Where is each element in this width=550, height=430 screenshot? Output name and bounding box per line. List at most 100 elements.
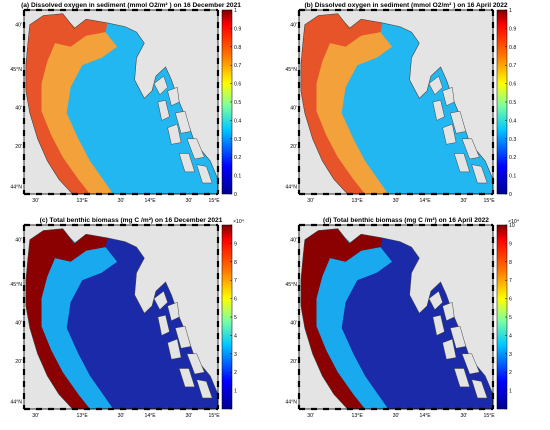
colorbar-tick-label: 0.6 [234, 82, 241, 88]
longitude-label: 30' [32, 198, 39, 204]
map-svg: 40'45°N40'20'44°N30' 13°E 30' 14°E 30' 15°E10… [10, 8, 241, 204]
latitude-label: 45°N [285, 67, 297, 73]
latitude-label: 20' [15, 144, 22, 150]
island [174, 325, 192, 349]
longitude-label: 30' [118, 198, 125, 204]
island [196, 379, 213, 399]
colorbar-multiplier: ×10⁴ [233, 219, 244, 225]
longitude-label: 14°E [144, 413, 156, 419]
island [449, 110, 467, 134]
island [167, 86, 180, 107]
island [186, 138, 205, 160]
longitude-label: 14°E [419, 413, 431, 419]
island [157, 99, 170, 121]
longitude-label: 30' [393, 198, 400, 204]
latitude-label: 20' [290, 359, 297, 365]
longitude-label: 30' [461, 198, 468, 204]
island [196, 164, 213, 184]
colorbar-tick-label: 2 [509, 370, 512, 376]
latitude-label: 40' [15, 23, 22, 29]
longitude-label: 30' [307, 413, 314, 419]
map-panel-d: (d) Total benthic biomass (mg C /m²) on … [275, 215, 550, 430]
longitude-label: 30' [393, 413, 400, 419]
colorbar-tick-label: 0.3 [234, 137, 241, 143]
longitude-label: 15°E [208, 198, 220, 204]
island [178, 153, 196, 173]
panel-title: (a) Dissolved oxygen in sediment (mmol O… [21, 2, 241, 9]
coastal-band [25, 13, 108, 195]
map-svg: 40'45°N40'20'44°N30' 13°E 30' 14°E 30' 15°E10… [285, 219, 519, 419]
island [157, 314, 170, 336]
island [442, 338, 457, 360]
latitude-label: 45°N [10, 282, 22, 288]
colorbar-tick-label: 0.2 [234, 155, 241, 161]
longitude-label: 30' [186, 413, 193, 419]
longitude-label: 30' [118, 413, 125, 419]
colorbar-tick-label: 4 [234, 333, 237, 339]
island [174, 110, 192, 134]
map-svg: 40'45°N40'20'44°N30' 13°E 30' 14°E 30' 15°E10… [285, 8, 516, 204]
island [428, 75, 443, 96]
island [428, 290, 443, 311]
island [461, 353, 480, 375]
panel-title: (d) Total benthic biomass (mg C /m²) on … [323, 217, 489, 224]
colorbar-tick-label: 0.7 [234, 63, 241, 69]
colorbar-tick-label: 0.4 [509, 118, 516, 124]
longitude-label: 15°E [208, 413, 220, 419]
longitude-label: 30' [461, 413, 468, 419]
map-panel-c: (c) Total benthic biomass (mg C /m²) on … [0, 215, 275, 430]
island [167, 301, 180, 322]
island [453, 153, 471, 173]
colorbar-tick-label: 0.7 [509, 63, 516, 69]
coastline [25, 228, 219, 410]
latitude-label: 40' [290, 321, 297, 327]
latitude-label: 20' [15, 359, 22, 365]
colorbar-tick-label: 0.5 [509, 100, 516, 106]
longitude-label: 13°E [77, 413, 89, 419]
island [167, 338, 182, 360]
colorbar-tick-label: 4 [509, 333, 512, 339]
coastline [25, 13, 219, 195]
colorbar-tick-label: 8 [234, 260, 237, 266]
colorbar-tick-label: 2 [234, 370, 237, 376]
island [442, 123, 457, 145]
colorbar-tick-label: 7 [234, 278, 237, 284]
coastal-band [25, 228, 108, 409]
longitude-label: 13°E [352, 198, 364, 204]
coastline [300, 13, 494, 195]
longitude-label: 15°E [483, 198, 495, 204]
island [442, 301, 455, 322]
colorbar-multiplier: ×10⁴ [508, 219, 519, 225]
colorbar-tick-label: 0 [234, 192, 237, 198]
island [471, 379, 488, 399]
latitude-label: 44°N [10, 185, 22, 191]
coastal-band [300, 13, 383, 195]
longitude-label: 30' [307, 198, 314, 204]
map-svg: 40' 45°N 40' 20' 44°N 30' 13°E 30' 14°E 30' 15°E 9 8… [10, 219, 244, 419]
colorbar-tick-label: 5 [234, 315, 237, 321]
colorbar-tick-label: 9 [234, 241, 237, 247]
colorbar-tick-label: 0.8 [234, 45, 241, 51]
latitude-label: 40' [290, 106, 297, 112]
latitude-label: 40' [15, 106, 22, 112]
colorbar-tick-label: 5 [509, 315, 512, 321]
panel-title: (b) Dissolved oxygen in sediment (mmol O… [304, 2, 508, 9]
longitude-label: 30' [32, 413, 39, 419]
colorbar-tick-label: 1 [509, 389, 512, 395]
latitude-label: 40' [15, 321, 22, 327]
map-panel-b: (b) Dissolved oxygen in sediment (mmol O… [275, 0, 550, 215]
panel-title: (c) Total benthic biomass (mg C /m²) on … [39, 217, 223, 224]
island [471, 164, 488, 184]
colorbar-tick-label: 9 [509, 241, 512, 247]
island [432, 314, 445, 336]
longitude-label: 14°E [144, 198, 156, 204]
latitude-label: 45°N [10, 67, 22, 73]
colorbar-tick-label: 8 [509, 260, 512, 266]
latitude-label: 44°N [285, 185, 297, 191]
latitude-label: 20' [290, 144, 297, 150]
latitude-label: 40' [15, 238, 22, 244]
longitude-label: 13°E [352, 413, 364, 419]
colorbar-tick-label: 0.9 [509, 26, 516, 32]
island [461, 138, 480, 160]
colorbar-tick-label: 0.6 [509, 82, 516, 88]
